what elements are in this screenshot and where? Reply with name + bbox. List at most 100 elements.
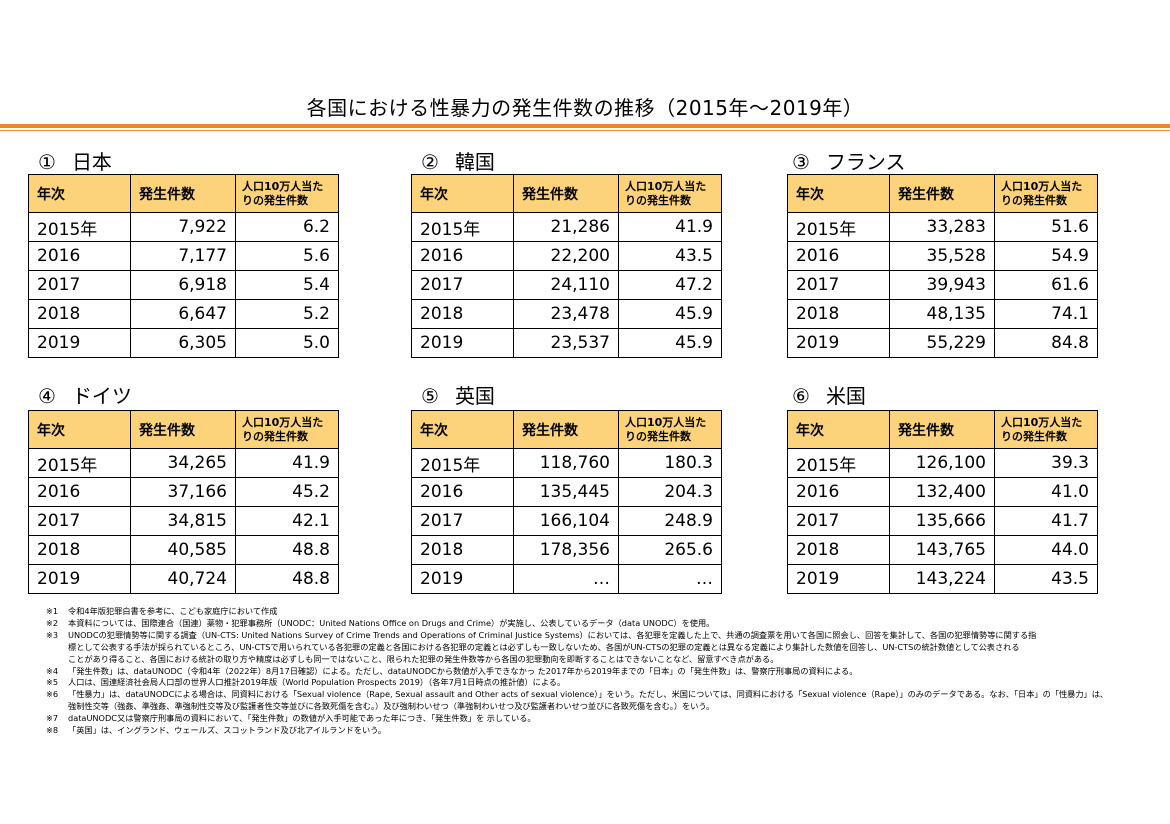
table-row: 2019 55,229 84.8 xyxy=(787,328,1098,358)
header-row: 年次 発生件数 人口10万人当た りの発生件数 xyxy=(787,174,1098,213)
cell-rate: 41.0 xyxy=(994,477,1098,507)
cell-rate: 74.1 xyxy=(994,299,1098,329)
cell-year: 2019 xyxy=(28,328,131,358)
table-row: 2016 22,200 43.5 xyxy=(411,241,722,271)
country-name: フランス xyxy=(825,150,906,174)
cell-year: 2019 xyxy=(411,328,514,358)
cell-rate: 45.9 xyxy=(618,328,722,358)
cell-year: 2017 xyxy=(787,506,890,536)
cell-rate: 6.2 xyxy=(235,212,339,242)
footnote-text: UNODCの犯罪情勢等に関する調査（UN-CTS: United Nations… xyxy=(68,629,1037,640)
footnote-line: ※7 dataUNODC又は警察庁刑事局の資料において、「発生件数」の数値が入手可… xyxy=(46,713,1136,725)
table-row: 2019 40,724 48.8 xyxy=(28,564,339,594)
cell-count: 22,200 xyxy=(513,241,619,271)
table-row: 2016 35,528 54.9 xyxy=(787,241,1098,271)
cell-count: 37,166 xyxy=(130,477,236,507)
table-row: 2019 143,224 43.5 xyxy=(787,564,1098,594)
country-name: ドイツ xyxy=(71,384,132,408)
table-row: 2018 178,356 265.6 xyxy=(411,535,722,565)
cell-count: 55,229 xyxy=(889,328,995,358)
header-count: 発生件数 xyxy=(130,174,236,213)
table-row: 2016 37,166 45.2 xyxy=(28,477,339,507)
header-year: 年次 xyxy=(411,410,514,449)
table-row: 2018 143,765 44.0 xyxy=(787,535,1098,565)
footnotes: ※1 令和4年版犯罪白書を参考に、こども家庭庁において作成 ※2 本資料については、国… xyxy=(46,606,1136,737)
cell-rate: 41.9 xyxy=(618,212,722,242)
cell-year: 2018 xyxy=(411,535,514,565)
table-row: 2017 24,110 47.2 xyxy=(411,270,722,300)
cell-year: 2017 xyxy=(28,270,131,300)
footnote-text: 本資料については、国際連合（国連）薬物・犯罪事務所（UNODC：United N… xyxy=(68,617,715,628)
header-rate: 人口10万人当た りの発生件数 xyxy=(235,410,339,449)
footnote-line: ことがあり得ること、各国における統計の取り方や精度は必ずしも同一ではないこと、限… xyxy=(46,654,1136,666)
cell-year: 2019 xyxy=(411,564,514,594)
country-heading: ⑥ 米国 xyxy=(792,380,866,409)
cell-year: 2015年 xyxy=(411,448,514,478)
header-row: 年次 発生件数 人口10万人当た りの発生件数 xyxy=(787,410,1098,449)
footnote-line: 強制性交等（強姦、準強姦、準強制性交等及び監護者性交等並びに各致死傷を含む。）及… xyxy=(46,701,1136,713)
title-underline-thick xyxy=(0,124,1170,128)
table-row: 2015年 126,100 39.3 xyxy=(787,448,1098,478)
country-number: ⑥ xyxy=(792,384,810,408)
table-row: 2019 23,537 45.9 xyxy=(411,328,722,358)
header-rate: 人口10万人当た りの発生件数 xyxy=(994,174,1098,213)
cell-year: 2018 xyxy=(411,299,514,329)
table-row: 2018 40,585 48.8 xyxy=(28,535,339,565)
country-heading: ② 韓国 xyxy=(421,146,495,175)
cell-year: 2019 xyxy=(787,564,890,594)
footnote-text: 令和4年版犯罪白書を参考に、こども家庭庁において作成 xyxy=(68,606,278,616)
country-number: ① xyxy=(38,150,56,174)
footnote-mark: ※8 xyxy=(46,725,59,736)
header-count: 発生件数 xyxy=(889,174,995,213)
cell-year: 2018 xyxy=(787,535,890,565)
cell-rate: 248.9 xyxy=(618,506,722,536)
cell-year: 2017 xyxy=(28,506,131,536)
cell-count: 135,445 xyxy=(513,477,619,507)
cell-rate: 5.0 xyxy=(235,328,339,358)
table-row: 2019 6,305 5.0 xyxy=(28,328,339,358)
title-underline-thin xyxy=(0,130,1170,131)
cell-count: 34,815 xyxy=(130,506,236,536)
table-row: 2018 48,135 74.1 xyxy=(787,299,1098,329)
cell-year: 2016 xyxy=(411,241,514,271)
country-table: 年次 発生件数 人口10万人当た りの発生件数 2015年 126,100 39.3 2016… xyxy=(787,410,1098,594)
cell-year: 2019 xyxy=(28,564,131,594)
cell-count: 23,478 xyxy=(513,299,619,329)
cell-year: 2016 xyxy=(787,477,890,507)
cell-count: 6,305 xyxy=(130,328,236,358)
footnote-line: ※4 「発生件数」は、dataUNODC（令和4年（2022年）8月17日確認）に… xyxy=(46,666,1136,678)
cell-rate: 44.0 xyxy=(994,535,1098,565)
country-table: 年次 発生件数 人口10万人当た りの発生件数 2015年 21,286 41.9 2016 2… xyxy=(411,174,722,358)
footnote-mark: ※6 xyxy=(46,689,59,700)
cell-count: 143,765 xyxy=(889,535,995,565)
country-table: 年次 発生件数 人口10万人当た りの発生件数 2015年 34,265 41.9 2016 3… xyxy=(28,410,339,594)
header-count: 発生件数 xyxy=(130,410,236,449)
page-title: 各国における性暴力の発生件数の推移（2015年～2019年） xyxy=(306,96,864,120)
cell-rate: 45.2 xyxy=(235,477,339,507)
header-year: 年次 xyxy=(411,174,514,213)
footnote-text: 「英国」は、イングランド、ウェールズ、スコットランド及び北アイルランドをいう。 xyxy=(68,725,387,736)
header-count: 発生件数 xyxy=(513,174,619,213)
cell-year: 2015年 xyxy=(411,212,514,242)
country-heading: ③ フランス xyxy=(792,146,906,175)
footnote-line: ※8 「英国」は、イングランド、ウェールズ、スコットランド及び北アイルランドをいう… xyxy=(46,725,1136,737)
cell-count: 6,647 xyxy=(130,299,236,329)
table-row: 2015年 21,286 41.9 xyxy=(411,212,722,242)
cell-year: 2018 xyxy=(28,299,131,329)
country-name: 日本 xyxy=(71,150,112,174)
header-year: 年次 xyxy=(28,410,131,449)
cell-rate: 47.2 xyxy=(618,270,722,300)
cell-rate: 41.9 xyxy=(235,448,339,478)
header-year: 年次 xyxy=(28,174,131,213)
cell-year: 2017 xyxy=(411,506,514,536)
country-number: ③ xyxy=(792,150,810,174)
header-rate: 人口10万人当た りの発生件数 xyxy=(235,174,339,213)
cell-year: 2018 xyxy=(28,535,131,565)
cell-count: 135,666 xyxy=(889,506,995,536)
cell-rate: 48.8 xyxy=(235,535,339,565)
footnote-line: ※2 本資料については、国際連合（国連）薬物・犯罪事務所（UNODC：United… xyxy=(46,618,1136,630)
cell-rate: 51.6 xyxy=(994,212,1098,242)
table-row: 2017 166,104 248.9 xyxy=(411,506,722,536)
cell-rate: 54.9 xyxy=(994,241,1098,271)
cell-rate: 265.6 xyxy=(618,535,722,565)
